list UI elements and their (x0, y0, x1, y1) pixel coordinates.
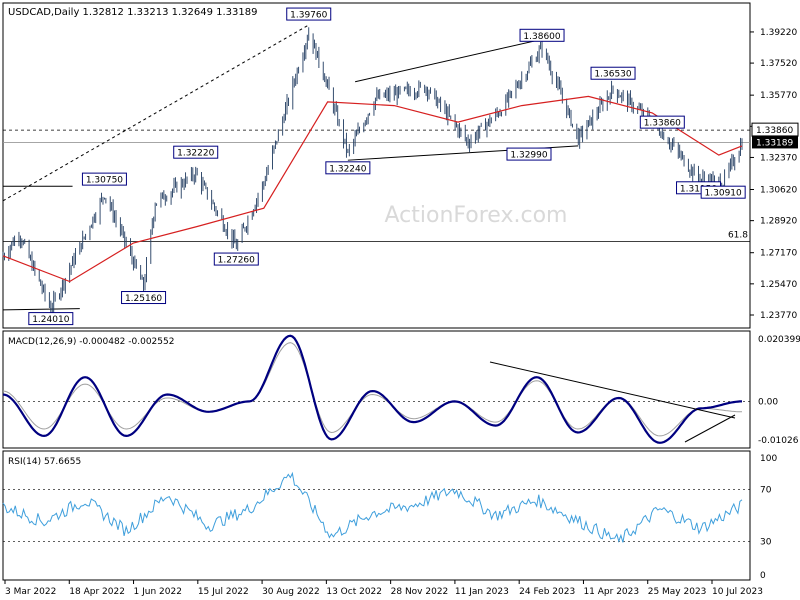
pivot-label-box (590, 66, 636, 80)
x-tick-label: 25 May 2023 (648, 587, 707, 597)
pivot-label-box (506, 147, 552, 161)
y-tick-label: 1.28920 (760, 217, 797, 227)
rsi-tick-label: 100 (760, 454, 777, 464)
chart-header: USDCAD,Daily 1.32812 1.33213 1.32649 1.3… (8, 7, 258, 18)
dotted-trendline (2, 24, 309, 202)
pivot-label-box (325, 161, 371, 175)
y-tick-label: 1.39220 (760, 28, 797, 38)
pivot-label: 1.39760 (290, 11, 327, 21)
macd-tick-label: 0.00 (758, 397, 778, 407)
pivot-label: 1.24010 (32, 315, 69, 325)
candles (2, 27, 743, 319)
y-tick-label: 1.37520 (760, 59, 797, 69)
x-tick-label: 11 Jan 2023 (455, 587, 509, 597)
pivot-label: 1.32240 (329, 164, 366, 174)
moving-average-line (2, 95, 743, 283)
resistance-marker-label: 1.33860 (756, 126, 793, 136)
x-tick-label: 10 Jul 2023 (712, 587, 763, 597)
pivot-label-box (519, 28, 565, 42)
pivot-label-box (639, 115, 685, 129)
macd-downtrend-line (489, 361, 736, 419)
x-tick-label: 3 Mar 2022 (5, 587, 56, 597)
pivot-label: 1.30750 (86, 176, 123, 186)
rsi-panel-frame (2, 450, 751, 581)
watermark: ActionForex.com (385, 203, 568, 228)
rsi-tick-label: 0 (760, 571, 766, 581)
macd-panel-frame (2, 330, 751, 449)
x-axis: 3 Mar 2022 18 Apr 2022 1 Jun 2022 15 Jul 20… (4, 580, 763, 597)
macd-line (2, 334, 742, 444)
pivot-label-box (121, 291, 167, 305)
pivot-label-box (28, 312, 74, 326)
pivot-label: 1.32990 (510, 151, 547, 161)
macd-uptrend-line (684, 414, 736, 443)
pivot-label-box (173, 145, 219, 159)
pivot-label-box (81, 172, 127, 186)
x-tick-label: 24 Feb 2023 (519, 587, 575, 597)
x-tick-label: 1 Jun 2022 (134, 587, 182, 597)
y-tick-label: 1.27170 (760, 249, 797, 259)
pivot-label: 1.30910 (705, 189, 742, 199)
low-support-trendline (2, 308, 80, 311)
pivot-label: 1.32220 (177, 149, 214, 159)
rsi-tick-label: 70 (760, 486, 772, 496)
y-tick-label: 1.23770 (760, 311, 797, 321)
macd-title: MACD(12,26,9) -0.000482 -0.002552 (8, 337, 174, 347)
pivot-label: 1.27260 (218, 256, 255, 266)
pivot-label-box (700, 185, 746, 199)
pivot-label-box (213, 252, 259, 266)
x-tick-label: 13 Oct 2022 (326, 587, 382, 597)
x-tick-label: 18 Apr 2022 (69, 587, 125, 597)
rsi-tick-label: 30 (760, 537, 772, 547)
x-tick-label: 15 Jul 2022 (198, 587, 249, 597)
y-tick-label: 1.30620 (760, 185, 797, 195)
rsi-line (2, 471, 743, 543)
x-tick-label: 11 Apr 2023 (583, 587, 639, 597)
pivot-label: 1.38600 (523, 32, 560, 42)
y-tick-label: 1.25470 (760, 280, 797, 290)
y-tick-label: 1.35770 (760, 91, 797, 101)
y-tick-label: 1.32370 (760, 153, 797, 163)
channel-top-trendline (355, 35, 557, 83)
pivot-label-box (286, 7, 332, 21)
macd-tick-label: -0.01026 (758, 436, 799, 446)
current-price-box (752, 135, 798, 149)
macd-tick-label: 0.020399 (758, 335, 800, 345)
main-panel-frame (2, 2, 751, 329)
current-price-label: 1.33189 (756, 138, 793, 148)
pivot-label: 1.36530 (594, 70, 631, 80)
pivot-label: 1.25160 (125, 294, 162, 304)
pivot-label: 1.33860 (644, 119, 681, 129)
rsi-title: RSI(14) 57.6655 (8, 457, 81, 467)
fib-label: 61.8 (728, 231, 748, 241)
x-tick-label: 30 Aug 2022 (262, 587, 320, 597)
pivot-label: 1.31150 (680, 184, 717, 194)
x-tick-label: 28 Nov 2022 (391, 587, 449, 597)
